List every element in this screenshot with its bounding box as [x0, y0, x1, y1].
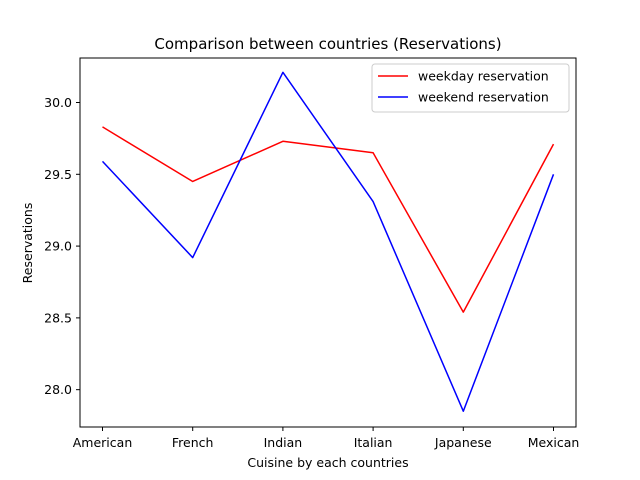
x-tick-label: Mexican [528, 435, 580, 450]
y-tick-label: 28.5 [44, 310, 72, 325]
legend: weekday reservation weekend reservation [371, 63, 570, 113]
y-axis: 28.0 28.5 29.0 29.5 30.0 [44, 95, 80, 397]
x-tick-label: American [73, 435, 133, 450]
y-tick-label: 29.0 [44, 239, 72, 254]
y-tick-label: 30.0 [44, 95, 72, 110]
x-tick-label: Japanese [434, 435, 492, 450]
y-tick-label: 29.5 [44, 167, 72, 182]
y-tick-label: 28.0 [44, 382, 72, 397]
x-tick-label: Italian [354, 435, 393, 450]
plot-area [80, 58, 576, 427]
series-line-weekend [101, 71, 555, 412]
series-line-weekday [102, 126, 555, 313]
legend-label: weekend reservation [418, 90, 549, 105]
chart-title: Comparison between countries (Reservatio… [154, 35, 501, 53]
y-axis-title: Reservations [20, 203, 35, 284]
x-tick-label: Indian [264, 435, 303, 450]
x-tick-label: French [172, 435, 214, 450]
plot-frame [79, 57, 577, 428]
series-lines [101, 71, 555, 412]
legend-box [371, 63, 570, 113]
x-axis: American French Indian Italian Japanese Mexic… [73, 427, 580, 450]
x-axis-title: Cuisine by each countries [247, 455, 408, 470]
legend-label: weekday reservation [418, 69, 549, 84]
